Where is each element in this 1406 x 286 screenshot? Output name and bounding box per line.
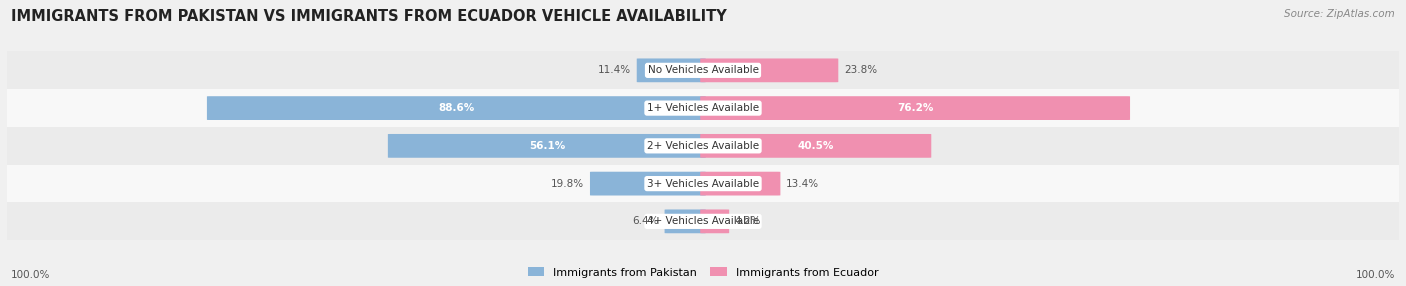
- Text: 23.8%: 23.8%: [844, 65, 877, 75]
- FancyBboxPatch shape: [207, 96, 706, 120]
- Text: 76.2%: 76.2%: [897, 103, 934, 113]
- Text: 4+ Vehicles Available: 4+ Vehicles Available: [647, 217, 759, 226]
- Text: Source: ZipAtlas.com: Source: ZipAtlas.com: [1284, 9, 1395, 19]
- Text: 4.2%: 4.2%: [735, 217, 761, 226]
- Text: 100.0%: 100.0%: [1355, 270, 1395, 280]
- FancyBboxPatch shape: [700, 172, 780, 196]
- Text: IMMIGRANTS FROM PAKISTAN VS IMMIGRANTS FROM ECUADOR VEHICLE AVAILABILITY: IMMIGRANTS FROM PAKISTAN VS IMMIGRANTS F…: [11, 9, 727, 23]
- FancyBboxPatch shape: [388, 134, 706, 158]
- Legend: Immigrants from Pakistan, Immigrants from Ecuador: Immigrants from Pakistan, Immigrants fro…: [527, 267, 879, 278]
- Text: 88.6%: 88.6%: [439, 103, 474, 113]
- Bar: [7, 89, 1399, 127]
- FancyBboxPatch shape: [700, 209, 730, 233]
- Text: 1+ Vehicles Available: 1+ Vehicles Available: [647, 103, 759, 113]
- FancyBboxPatch shape: [637, 58, 706, 82]
- FancyBboxPatch shape: [700, 96, 1130, 120]
- Text: 100.0%: 100.0%: [11, 270, 51, 280]
- FancyBboxPatch shape: [700, 58, 838, 82]
- FancyBboxPatch shape: [700, 134, 931, 158]
- Text: No Vehicles Available: No Vehicles Available: [648, 65, 758, 75]
- Text: 40.5%: 40.5%: [797, 141, 834, 151]
- Text: 19.8%: 19.8%: [551, 179, 585, 188]
- Text: 2+ Vehicles Available: 2+ Vehicles Available: [647, 141, 759, 151]
- Text: 56.1%: 56.1%: [529, 141, 565, 151]
- FancyBboxPatch shape: [591, 172, 706, 196]
- FancyBboxPatch shape: [665, 209, 706, 233]
- Text: 11.4%: 11.4%: [598, 65, 631, 75]
- Bar: [7, 127, 1399, 165]
- Bar: [7, 165, 1399, 202]
- Bar: [7, 202, 1399, 240]
- Text: 13.4%: 13.4%: [786, 179, 820, 188]
- Bar: [7, 51, 1399, 89]
- Text: 6.4%: 6.4%: [633, 217, 659, 226]
- Text: 3+ Vehicles Available: 3+ Vehicles Available: [647, 179, 759, 188]
